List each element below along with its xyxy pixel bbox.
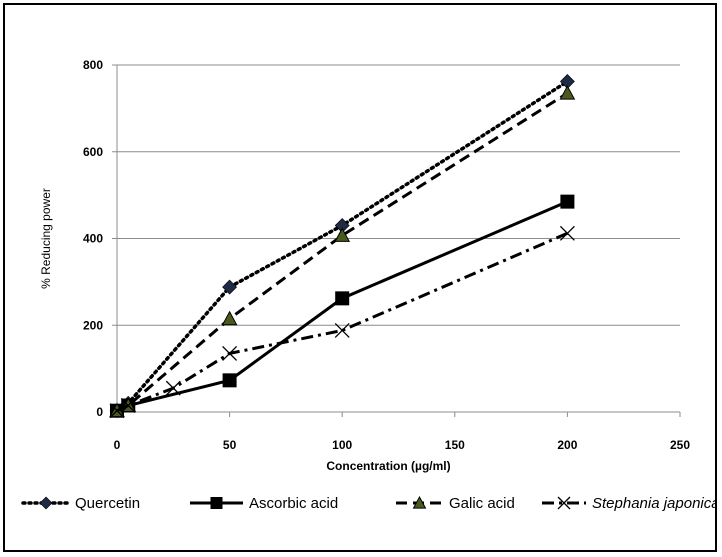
y-tick-label: 800	[83, 58, 103, 72]
x-marker-stroke	[334, 322, 350, 338]
series-stephania-japonica	[109, 225, 575, 419]
square-marker	[560, 194, 575, 209]
series-line	[116, 231, 568, 413]
x-marker-stroke	[120, 398, 136, 413]
legend-item: Quercetin	[21, 495, 140, 512]
legend-label: Stephania japonica	[592, 495, 715, 512]
x-marker-stroke	[165, 380, 181, 396]
triangle-marker	[412, 495, 427, 509]
triangle-marker	[221, 310, 238, 326]
line-chart: 0 50 100 150 200 250 0 200 400 600 800 Concentrat…	[21, 58, 715, 512]
legend-label: Ascorbic acid	[249, 495, 338, 512]
x-marker	[165, 380, 181, 396]
triangle-marker	[334, 227, 351, 242]
legend: Quercetin Ascorbic acid Galic acid Stephani…	[21, 495, 715, 512]
y-tick-label: 0	[96, 405, 103, 419]
series-galic-acid	[109, 85, 576, 418]
legend-item: Ascorbic acid	[190, 495, 338, 512]
y-tick-label: 400	[83, 232, 103, 246]
legend-label: Galic acid	[449, 495, 515, 512]
x-tick-label: 50	[223, 438, 237, 452]
legend-item: Stephania japonica	[542, 495, 715, 512]
x-tick-label: 0	[114, 438, 121, 452]
x-marker	[559, 225, 575, 241]
y-axis-label: % Reducing power	[39, 188, 53, 289]
series-line	[116, 91, 569, 413]
x-marker	[109, 403, 125, 419]
square-marker	[335, 291, 350, 306]
square-marker	[222, 373, 237, 388]
y-tick-labels: 0 200 400 600 800	[83, 58, 103, 419]
square-marker	[210, 497, 223, 509]
diamond-marker	[222, 279, 238, 295]
x-marker	[222, 345, 238, 361]
x-marker-stroke	[559, 225, 575, 241]
y-tick-label: 200	[83, 318, 103, 332]
y-tick-label: 600	[83, 145, 103, 159]
x-tick-label: 100	[332, 438, 352, 452]
chart-frame: 0 50 100 150 200 250 0 200 400 600 800 Concentrat…	[3, 3, 717, 552]
legend-label: Quercetin	[75, 495, 140, 512]
triangle-marker	[559, 85, 576, 100]
x-tick-label: 250	[670, 438, 690, 452]
gridlines	[112, 64, 680, 413]
series-line	[115, 79, 570, 413]
x-marker-stroke	[109, 403, 125, 419]
x-marker	[334, 322, 350, 338]
diamond-marker	[39, 496, 53, 510]
legend-item: Galic acid	[396, 495, 515, 512]
x-tick-label: 150	[445, 438, 465, 452]
x-tick-label: 200	[557, 438, 577, 452]
x-tick-labels: 0 50 100 150 200 250	[114, 412, 690, 452]
x-marker	[557, 496, 571, 510]
series-quercetin	[109, 74, 575, 419]
x-marker-stroke	[557, 496, 571, 510]
x-marker-stroke	[222, 345, 238, 361]
x-marker	[120, 398, 136, 413]
axes	[116, 65, 680, 413]
series-layer	[109, 74, 576, 419]
x-axis-label: Concentration (µg/ml)	[326, 459, 450, 473]
